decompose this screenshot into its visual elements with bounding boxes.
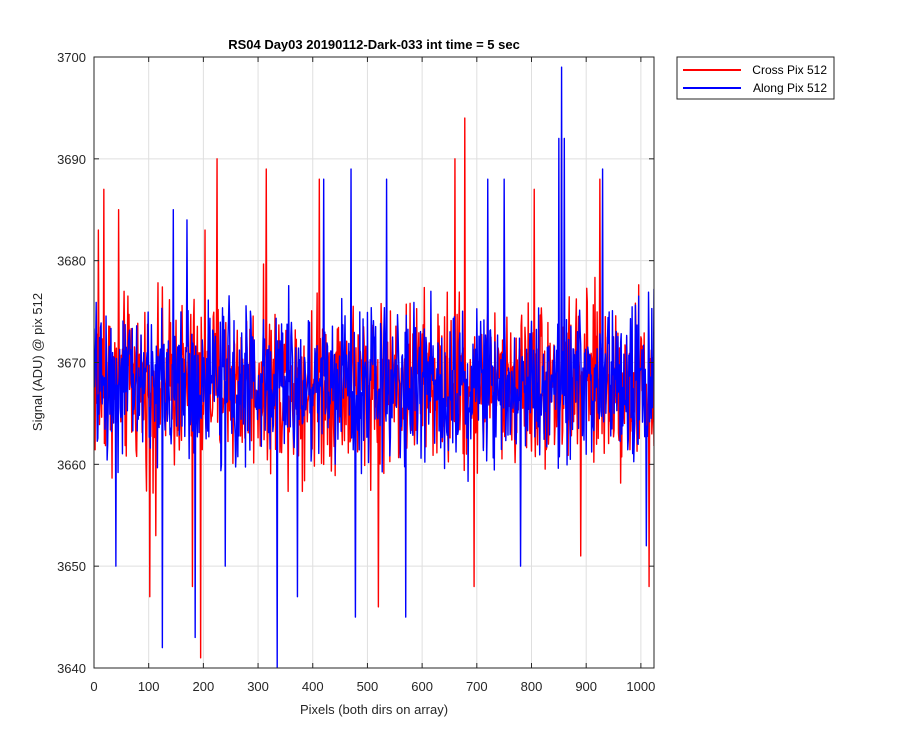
x-tick-label: 600 — [411, 679, 433, 694]
series-layer — [94, 66, 654, 668]
x-tick-label: 400 — [302, 679, 324, 694]
x-tick-label: 900 — [575, 679, 597, 694]
x-tick-label: 300 — [247, 679, 269, 694]
legend: Cross Pix 512 Along Pix 512 — [676, 56, 835, 100]
y-tick-label: 3640 — [57, 661, 86, 676]
x-tick-labels: 0 100 200 300 400 500 600 700 800 900 1000 — [90, 679, 655, 694]
chart-title: RS04 Day03 20190112-Dark-033 int time = … — [228, 37, 520, 52]
y-tick-label: 3700 — [57, 50, 86, 65]
y-tick-labels: 3640 3650 3660 3670 3680 3690 3700 — [57, 50, 86, 676]
y-tick-label: 3680 — [57, 254, 86, 269]
y-tick-label: 3690 — [57, 152, 86, 167]
y-tick-label: 3650 — [57, 559, 86, 574]
axis-ticks — [93, 56, 654, 669]
x-tick-label: 100 — [138, 679, 160, 694]
x-tick-label: 700 — [466, 679, 488, 694]
x-tick-label: 800 — [521, 679, 543, 694]
series-line-along — [94, 66, 654, 668]
y-tick-label: 3670 — [57, 356, 86, 371]
legend-label-along: Along Pix 512 — [753, 81, 827, 95]
x-tick-label: 0 — [90, 679, 97, 694]
x-tick-label: 500 — [357, 679, 379, 694]
y-tick-label: 3660 — [57, 457, 86, 472]
x-tick-label: 1000 — [626, 679, 655, 694]
y-axis-label: Signal (ADU) @ pix 512 — [30, 293, 45, 431]
legend-label-cross: Cross Pix 512 — [752, 63, 827, 77]
plot-clip — [94, 66, 654, 668]
legend-box — [676, 56, 835, 100]
x-axis-label: Pixels (both dirs on array) — [300, 702, 448, 717]
x-tick-label: 200 — [193, 679, 215, 694]
